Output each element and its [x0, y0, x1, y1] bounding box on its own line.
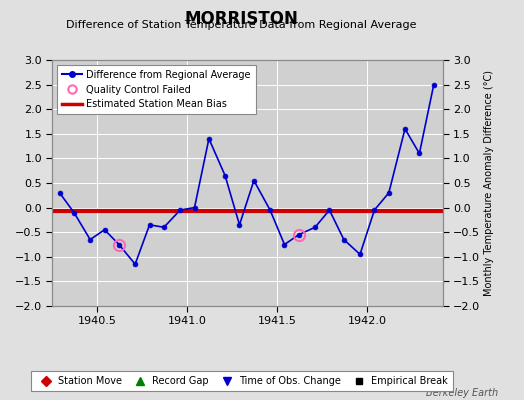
- Text: Difference of Station Temperature Data from Regional Average: Difference of Station Temperature Data f…: [66, 20, 416, 30]
- Legend: Station Move, Record Gap, Time of Obs. Change, Empirical Break: Station Move, Record Gap, Time of Obs. C…: [31, 372, 453, 391]
- Y-axis label: Monthly Temperature Anomaly Difference (°C): Monthly Temperature Anomaly Difference (…: [485, 70, 495, 296]
- Legend: Difference from Regional Average, Quality Control Failed, Estimated Station Mean: Difference from Regional Average, Qualit…: [57, 65, 256, 114]
- Text: MORRISTON: MORRISTON: [184, 10, 298, 28]
- Text: Berkeley Earth: Berkeley Earth: [425, 388, 498, 398]
